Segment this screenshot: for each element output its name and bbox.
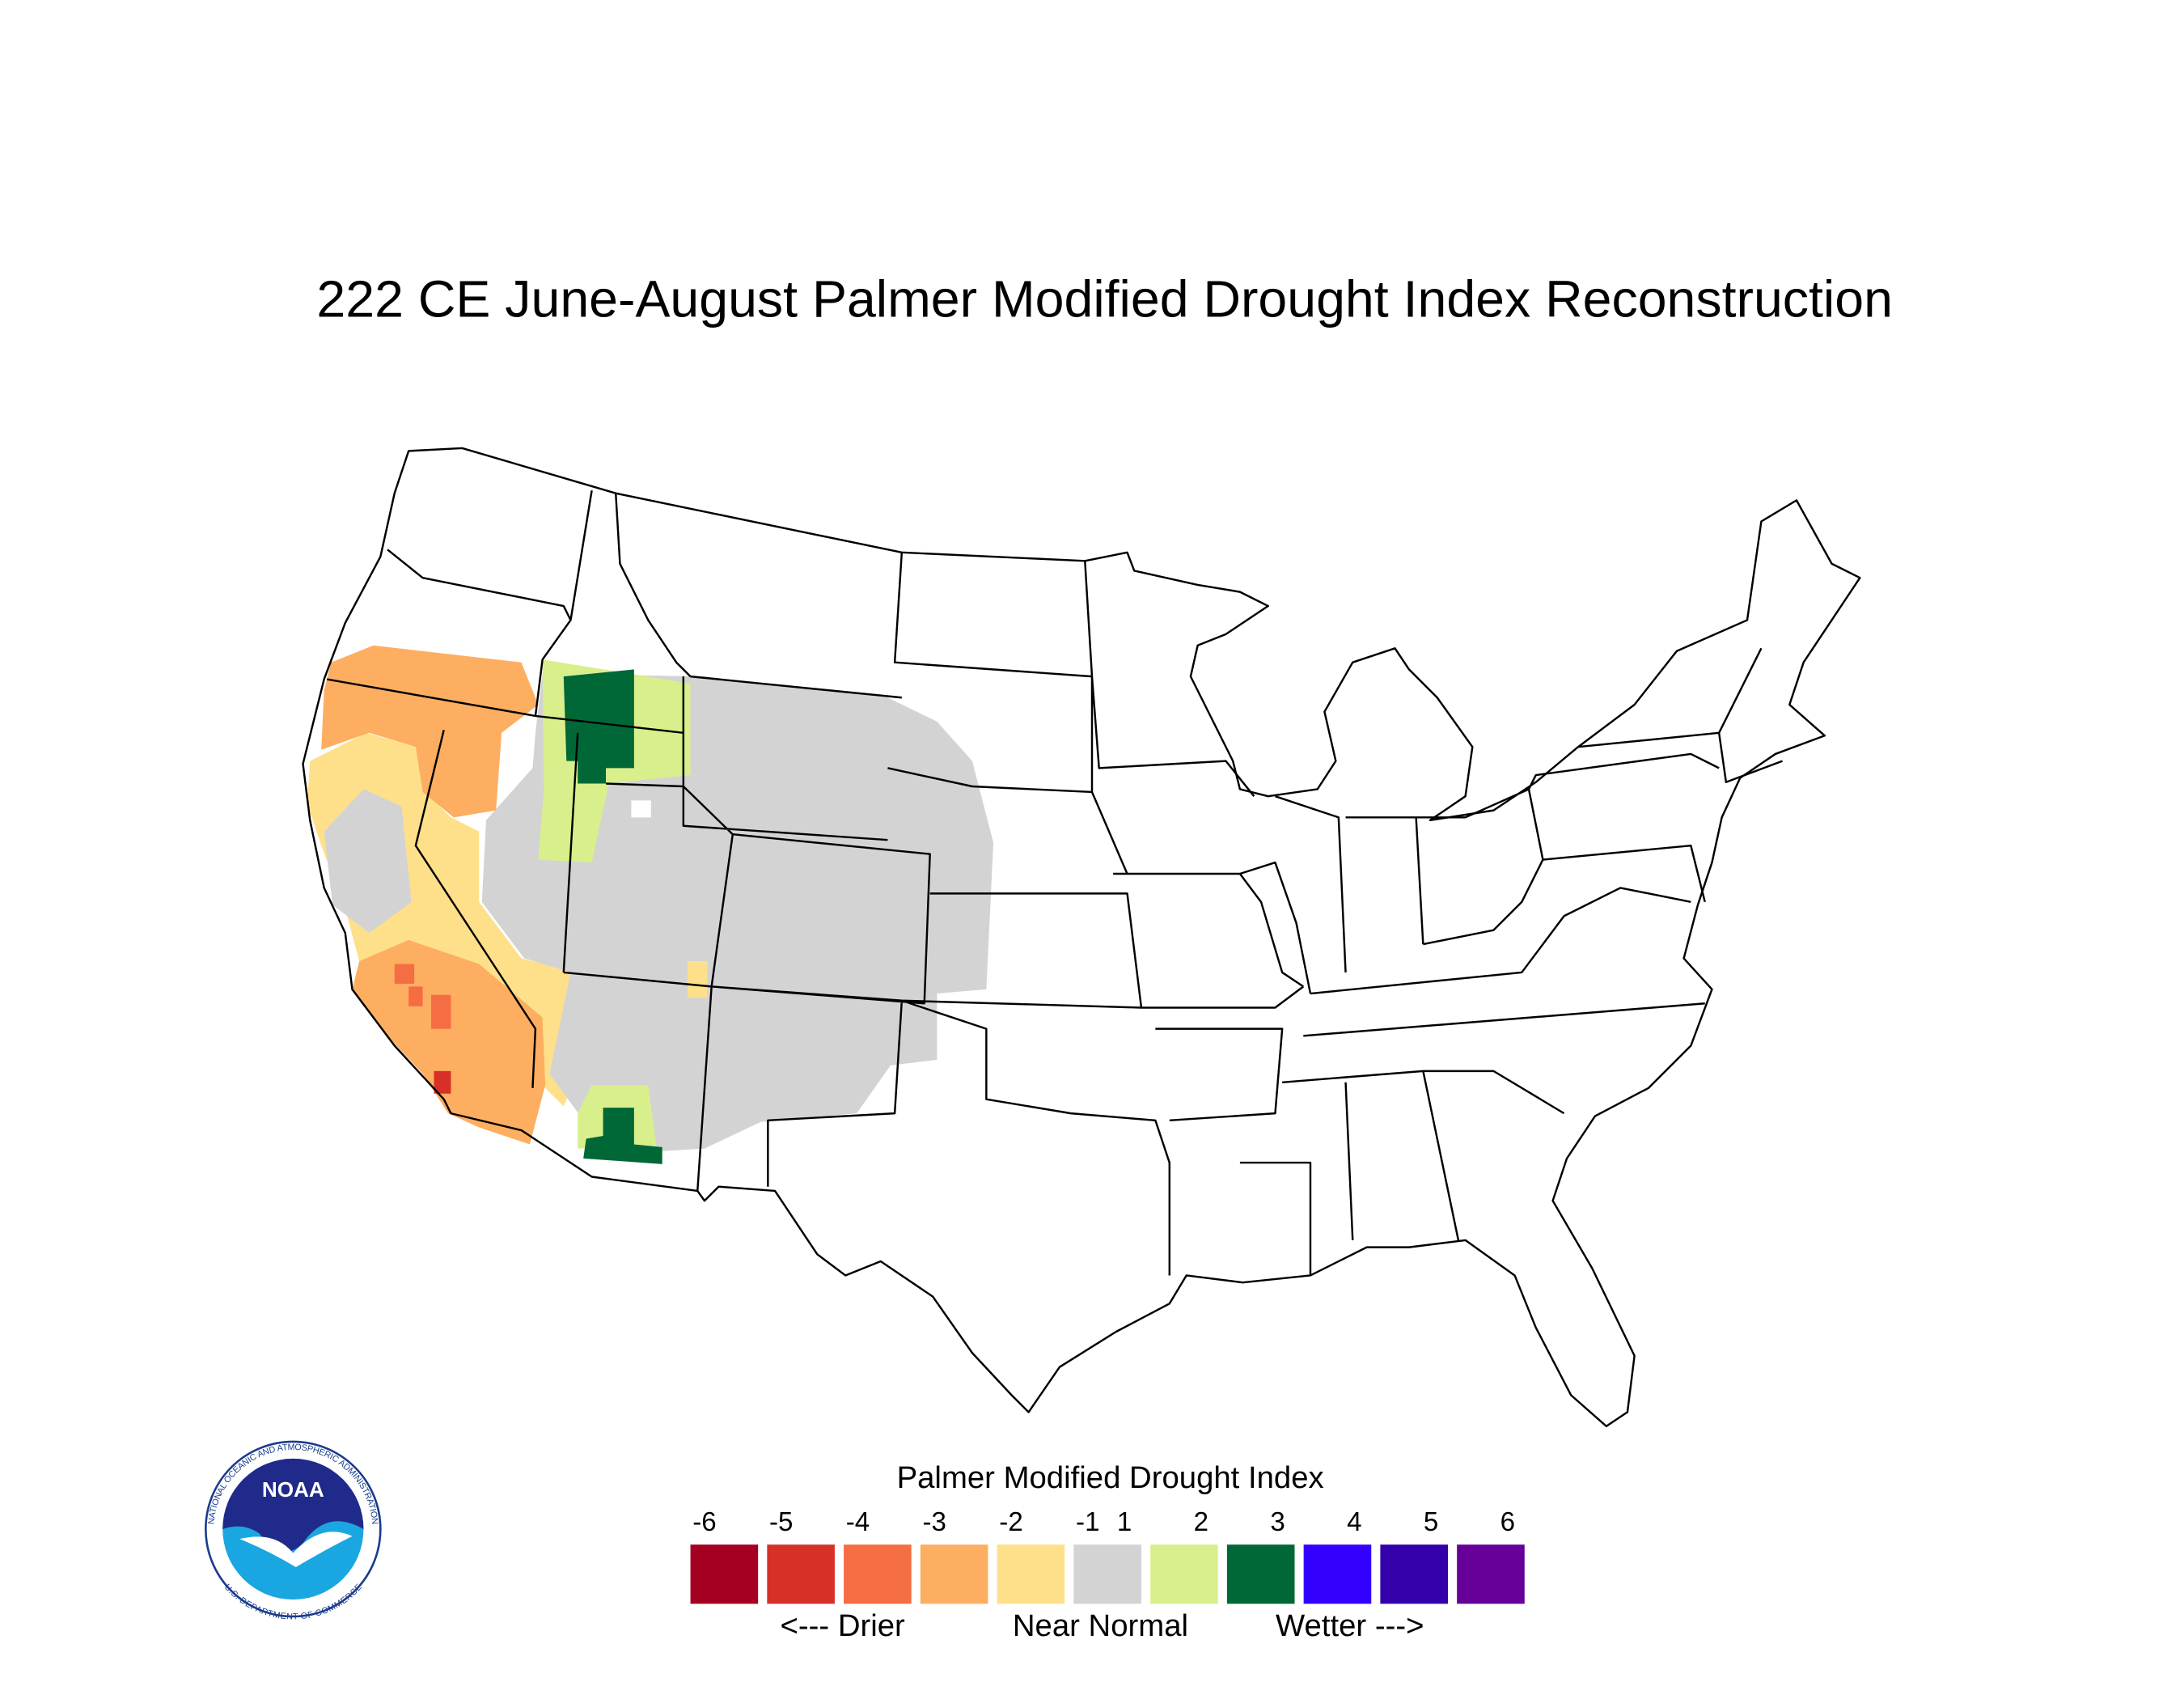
legend-annotation: <--- Drier <box>781 1608 906 1643</box>
legend-tick-label: 2 <box>1194 1507 1208 1537</box>
drought-patch <box>394 964 451 1029</box>
blank-cell <box>631 800 651 818</box>
legend: Palmer Modified Drought Index -6 -5 -4 -3 -2… <box>690 1460 1525 1643</box>
state-borders <box>326 489 1783 1276</box>
legend-tick-label: 3 <box>1270 1507 1285 1537</box>
drought-patch <box>688 960 708 998</box>
legend-tick-label: 4 <box>1347 1507 1361 1537</box>
legend-tick-label: -5 <box>769 1507 793 1537</box>
legend-swatch <box>1303 1544 1372 1604</box>
legend-swatch <box>1380 1544 1449 1604</box>
legend-swatch <box>1073 1544 1141 1604</box>
legend-tick-label: 1 <box>1117 1507 1132 1537</box>
title: 222 CE June-August Palmer Modified Droug… <box>316 270 1892 328</box>
legend-swatch <box>997 1544 1065 1604</box>
legend-tick-label: 6 <box>1500 1507 1515 1537</box>
legend-tick-label: -2 <box>999 1507 1022 1537</box>
logo-bird <box>239 1532 353 1568</box>
legend-tick-label: -4 <box>846 1507 870 1537</box>
drought-field <box>307 645 994 1164</box>
drought-patch <box>324 789 412 934</box>
legend-tick-label: 5 <box>1424 1507 1438 1537</box>
logo-sky <box>222 1458 364 1553</box>
legend-tick-label: -6 <box>692 1507 716 1537</box>
us-outline <box>302 447 1861 1428</box>
drought-patch <box>481 673 994 1153</box>
drought-patch <box>563 669 634 784</box>
legend-annotation: Near Normal <box>1013 1608 1188 1643</box>
legend-swatch <box>920 1544 988 1604</box>
legend-swatch <box>1457 1544 1525 1604</box>
legend-tick-label: -3 <box>923 1507 946 1537</box>
legend-swatch <box>1226 1544 1295 1604</box>
legend-swatch <box>1150 1544 1218 1604</box>
drought-patch <box>352 939 546 1145</box>
logo-abbreviation: NOAA <box>262 1477 324 1502</box>
drought-patch <box>583 1108 662 1164</box>
drought-patch <box>434 1070 451 1094</box>
legend-swatch <box>844 1544 912 1604</box>
legend-annotation: Wetter ---> <box>1276 1608 1424 1643</box>
legend-swatch <box>690 1544 759 1604</box>
noaa-logo: NOAA NATIONAL OCEANIC AND ATMOSPHERIC AD… <box>205 1440 382 1622</box>
legend-tick-label: -1 <box>1076 1507 1099 1537</box>
legend-swatch <box>767 1544 835 1604</box>
legend-title: Palmer Modified Drought Index <box>897 1460 1324 1495</box>
